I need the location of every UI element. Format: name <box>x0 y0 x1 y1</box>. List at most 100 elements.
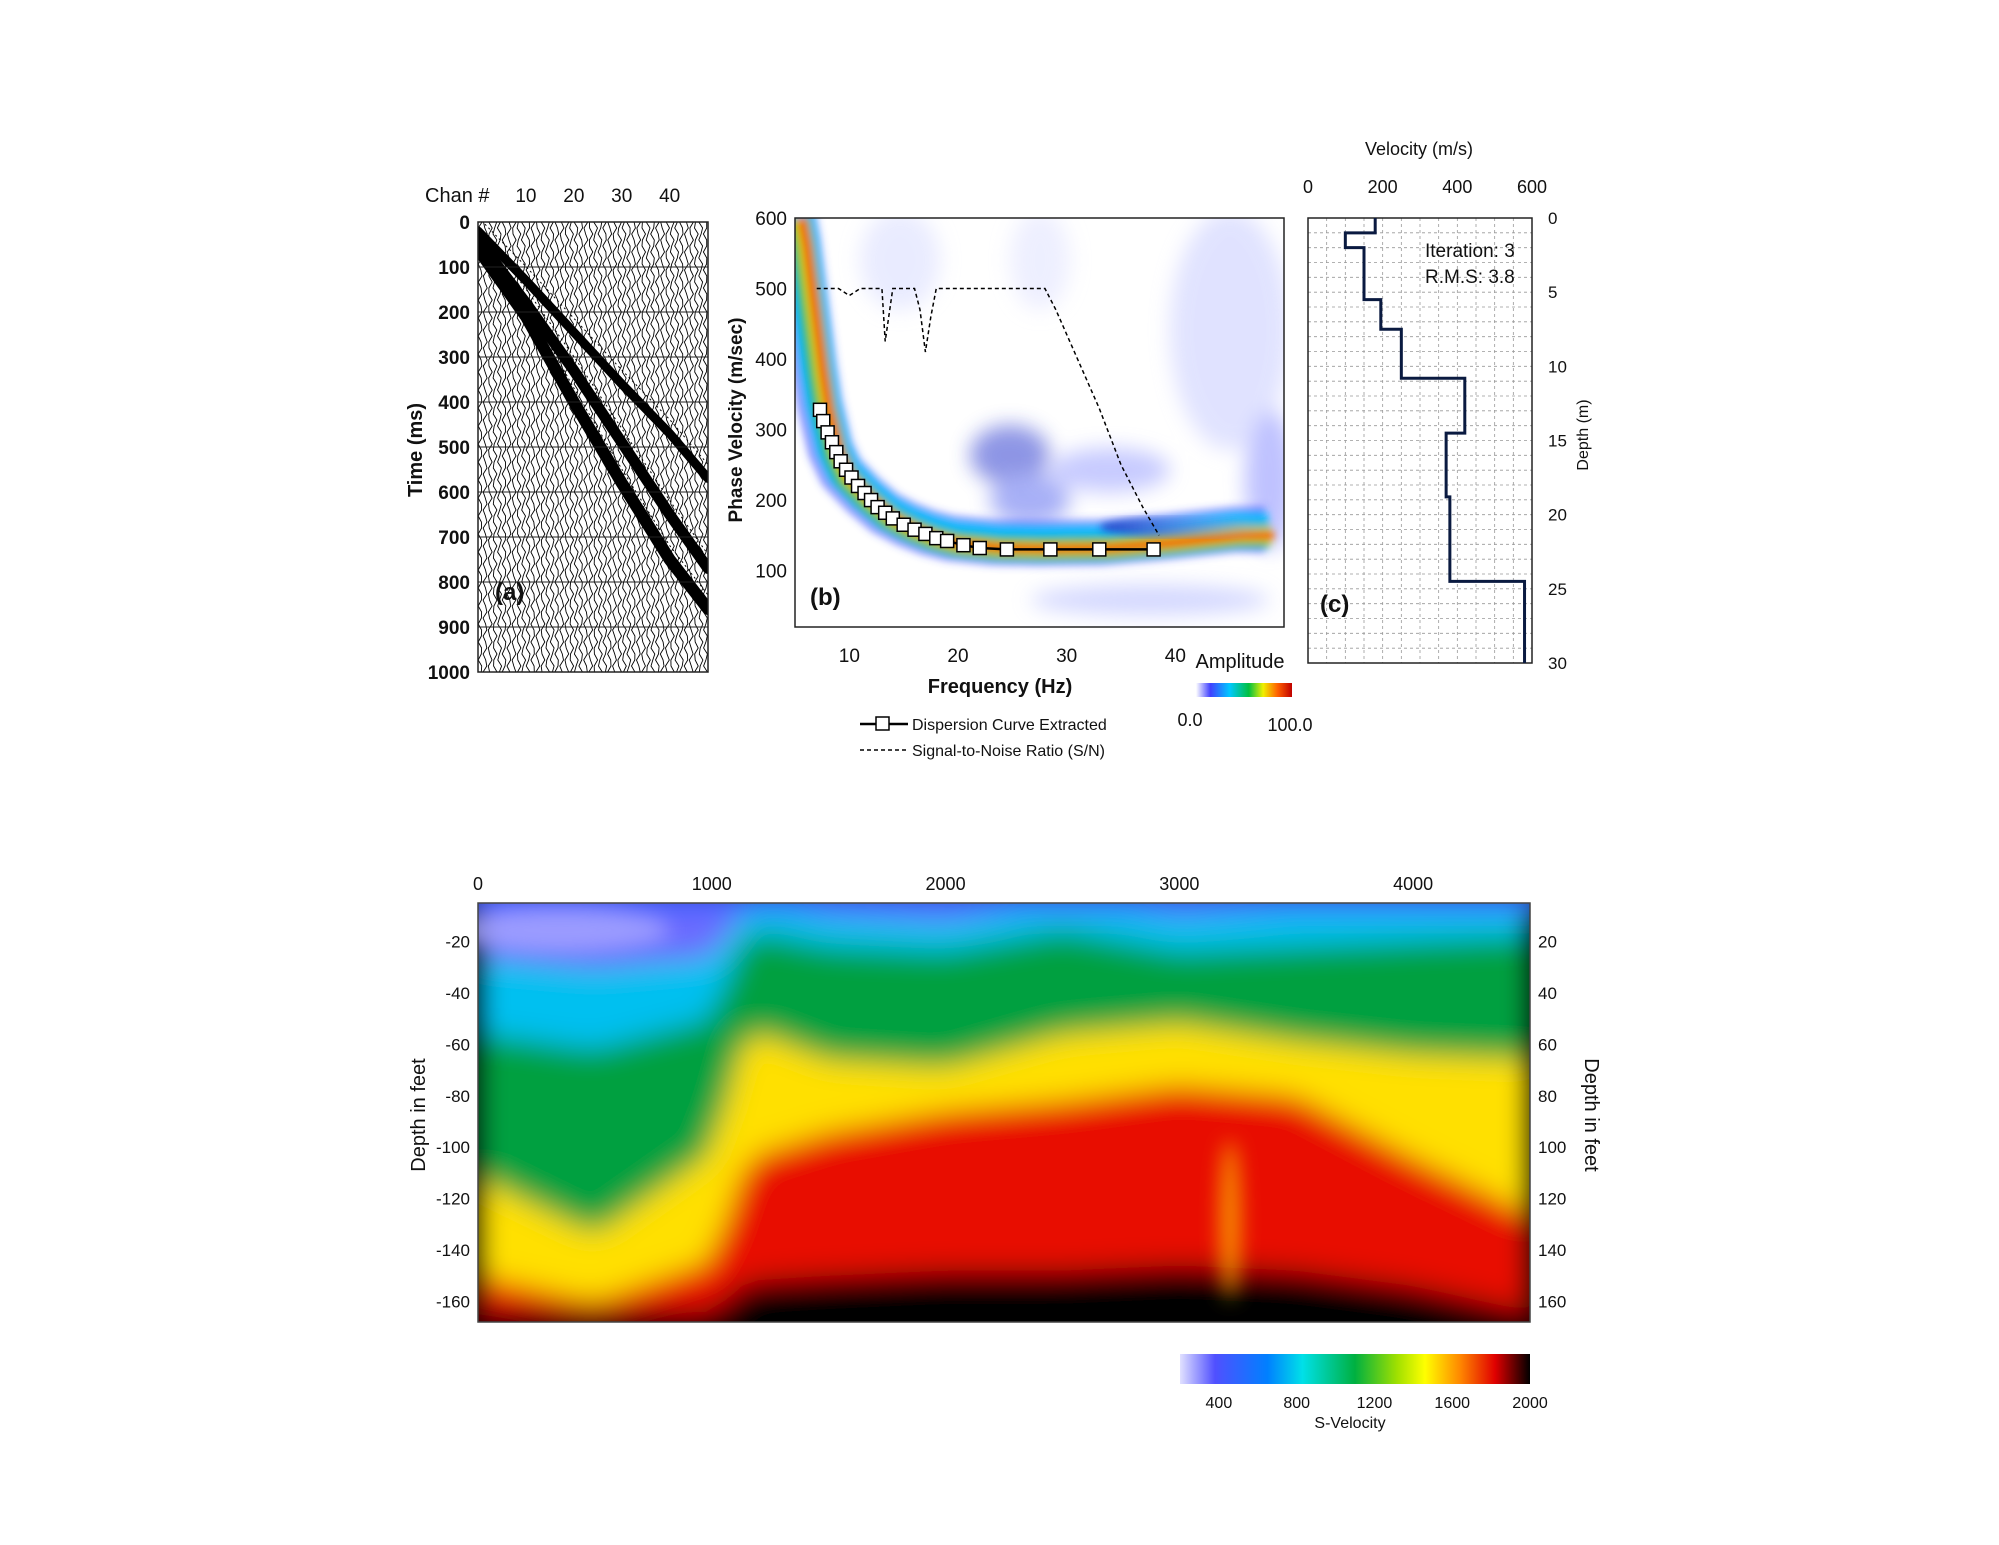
time-tick-500: 500 <box>438 438 470 459</box>
velocity-tick-400: 400 <box>755 350 787 371</box>
dispersion-image <box>795 218 1284 627</box>
colorbar-tick-400: 400 <box>1206 1395 1233 1412</box>
depth-axis-label-c: Depth (m) <box>1575 399 1592 470</box>
velocity-axis-title: Velocity (m/s) <box>1365 139 1473 159</box>
time-tick-600: 600 <box>438 483 470 504</box>
colorbar-tick-1600: 1600 <box>1434 1395 1470 1412</box>
panel-c: Velocity (m/s) 0 200 400 600 0 5 10 15 20 25 30 D… <box>1303 139 1592 673</box>
velocity-section: 0 1000 2000 3000 4000 -20 -40 -60 -80 -100 -120 -1… <box>408 874 1602 1432</box>
trace-line <box>496 222 503 672</box>
phase-velocity-label: Phase Velocity (m/sec) <box>726 318 747 523</box>
depth-label-left: Depth in feet <box>408 1058 430 1172</box>
velocity-tick-200: 200 <box>755 491 787 512</box>
trace-line <box>573 222 579 672</box>
dispersion-point <box>1146 542 1161 557</box>
depth-tick-c-10: 10 <box>1548 357 1567 376</box>
rms-text: R.M.S: 3.8 <box>1425 267 1515 288</box>
trace-line <box>607 222 613 672</box>
time-tick-300: 300 <box>438 348 470 369</box>
depth-tick-right-160: 160 <box>1538 1292 1566 1311</box>
velocity-tick-500: 500 <box>755 280 787 301</box>
arrival-ghost-2 <box>478 225 708 555</box>
trace-line <box>635 222 642 672</box>
snr-line <box>816 287 1160 536</box>
distance-tick-3000: 3000 <box>1159 874 1199 894</box>
dispersion-point <box>939 533 955 549</box>
dispersion-frame <box>794 217 1285 628</box>
s-velocity-colorbar <box>1180 1354 1530 1384</box>
trace-line <box>487 222 493 672</box>
time-tick-labels: 0 100 200 300 400 500 600 700 800 900 1000 <box>428 213 470 684</box>
time-tick-100: 100 <box>438 258 470 279</box>
frequency-tick-40: 40 <box>1165 646 1186 667</box>
velocity-profile <box>1343 218 1527 663</box>
depth-tick-right-140: 140 <box>1538 1241 1566 1260</box>
arrival-event-1 <box>478 226 708 483</box>
frequency-tick-20: 20 <box>947 646 968 667</box>
amplitude-colorbar-max: 100.0 <box>1267 715 1312 735</box>
frequency-tick-30: 30 <box>1056 646 1077 667</box>
time-tick-1000: 1000 <box>428 663 470 684</box>
depth-tick-c-20: 20 <box>1548 506 1567 525</box>
depth-tick-right-40: 40 <box>1538 984 1557 1003</box>
depth-label-right: Depth in feet <box>1580 1058 1602 1172</box>
time-tick-900: 900 <box>438 618 470 639</box>
trace-line <box>641 222 647 672</box>
depth-tick-left--80: -80 <box>445 1087 470 1106</box>
profile-grid <box>1308 218 1532 663</box>
depth-tick-labels-left: -20 -40 -60 -80 -100 -120 -140 -160 <box>436 933 470 1312</box>
time-tick-400: 400 <box>438 393 470 414</box>
velocity-step-line <box>1343 218 1527 663</box>
velocity-band-top <box>478 903 1530 911</box>
trace-line <box>545 222 551 672</box>
distance-tick-4000: 4000 <box>1393 874 1433 894</box>
time-tick-700: 700 <box>438 528 470 549</box>
distance-tick-labels: 0 1000 2000 3000 4000 <box>473 874 1433 894</box>
panel-a-tag: (a) <box>495 579 524 606</box>
depth-tick-labels-c: 0 5 10 15 20 25 30 <box>1548 209 1567 673</box>
depth-tick-right-100: 100 <box>1538 1138 1566 1157</box>
trace-line <box>564 222 570 672</box>
trace-line <box>659 222 666 672</box>
depth-tick-left--40: -40 <box>445 984 470 1003</box>
trace-line <box>630 222 636 672</box>
velocity-tick-labels: 600 500 400 300 200 100 <box>755 209 787 583</box>
dispersion-point <box>1092 542 1107 557</box>
trace-line <box>669 222 675 672</box>
velocity-tick-c-200: 200 <box>1368 177 1398 197</box>
trace-line <box>569 222 575 672</box>
velocity-band-3 <box>478 932 1530 1262</box>
trace-line <box>559 222 565 672</box>
s-velocity-colorbar-ticks: 400 800 1200 1600 2000 <box>1206 1395 1548 1412</box>
panel-b: 600 500 400 300 200 100 10 20 30 40 Phase Veloci… <box>726 209 1313 760</box>
distance-tick-0: 0 <box>473 874 483 894</box>
arrival-event-3 <box>478 243 708 615</box>
depth-tick-c-5: 5 <box>1548 283 1557 302</box>
chan-axis-label: Chan # <box>425 185 490 207</box>
colorbar-tick-1200: 1200 <box>1357 1395 1393 1412</box>
iteration-text: Iteration: 3 <box>1425 241 1515 262</box>
chan-tick-labels: 10 20 30 40 <box>515 186 680 207</box>
trace-line <box>683 222 689 672</box>
depth-tick-c-30: 30 <box>1548 654 1567 673</box>
trace-line <box>588 222 594 672</box>
time-tick-200: 200 <box>438 303 470 324</box>
dispersion-point <box>1043 542 1058 557</box>
time-axis-label: Time (ms) <box>405 403 427 497</box>
trace-line <box>626 222 632 672</box>
velocity-tick-c-600: 600 <box>1517 177 1547 197</box>
frequency-label: Frequency (Hz) <box>928 676 1072 698</box>
depth-tick-c-0: 0 <box>1548 209 1557 228</box>
dispersion-point <box>999 542 1015 557</box>
trace-line <box>525 222 531 672</box>
panel-b-tag: (b) <box>810 584 841 611</box>
panel-b-legend: Dispersion Curve Extracted Signal-to-Noi… <box>860 716 1107 760</box>
colorbar-tick-2000: 2000 <box>1512 1395 1548 1412</box>
panel-a: Chan # 10 20 30 40 0 100 200 300 400 500 600 700 80… <box>405 185 709 684</box>
depth-tick-left--120: -120 <box>436 1190 470 1209</box>
chan-tick-40: 40 <box>659 186 680 207</box>
distance-tick-1000: 1000 <box>692 874 732 894</box>
section-frame <box>477 902 1531 1323</box>
depth-tick-left--20: -20 <box>445 933 470 952</box>
